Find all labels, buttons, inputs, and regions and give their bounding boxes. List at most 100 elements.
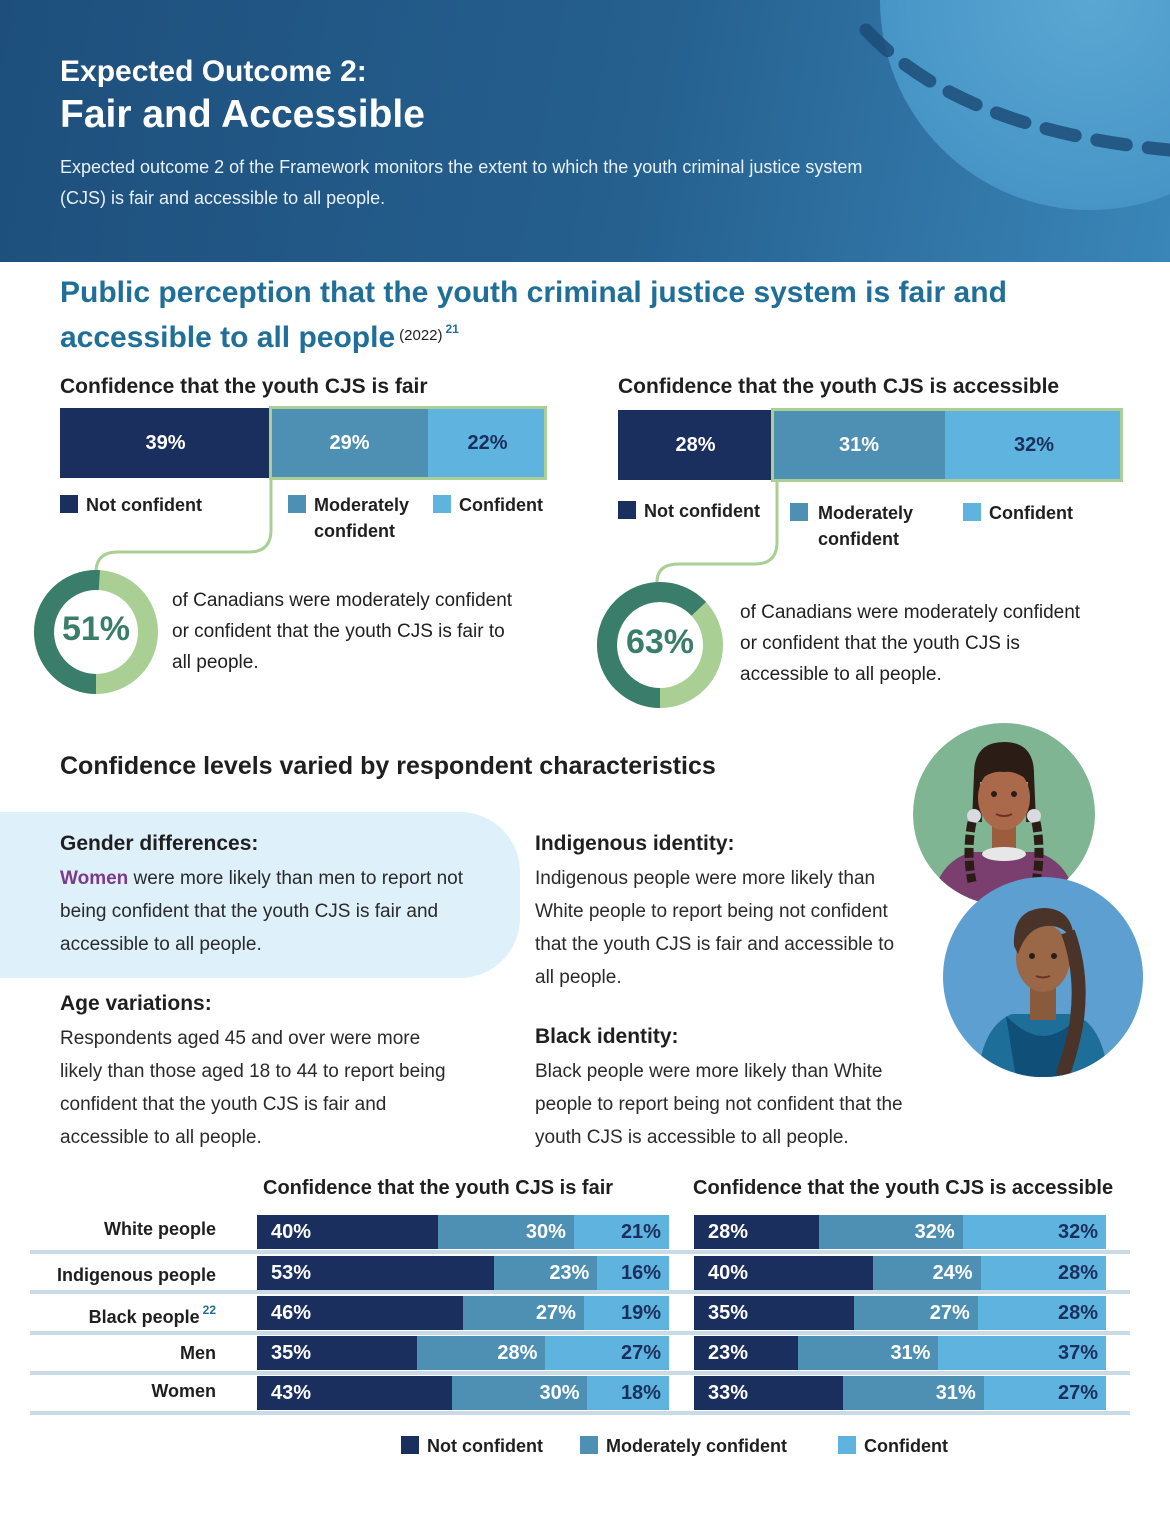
legend-label: Confident [459, 495, 543, 515]
accessible-legend-not-confident: Not confident [618, 498, 760, 524]
accessible-bar-black-people: 35% 27% 28% [694, 1296, 1106, 1330]
row-label-text: White people [104, 1219, 216, 1239]
moderately-confident-swatch [790, 503, 808, 521]
portrait-illustration-side-braid [943, 877, 1143, 1077]
legend-label: Not confident [644, 501, 760, 521]
age-text: Respondents aged 45 and over were more l… [60, 1028, 446, 1148]
section-title: Public perception that the youth crimina… [60, 274, 1120, 356]
fair-breakdown-title: Confidence that the youth CJS is fair [263, 1177, 614, 1199]
confident-swatch [433, 495, 451, 513]
bar-segment-not-confident: 39% [60, 408, 271, 478]
legend-label: Not confident [86, 495, 202, 515]
confident-swatch [838, 1436, 856, 1454]
bottom-legend-moderately-confident: Moderately confident [580, 1436, 787, 1457]
row-label: White people [30, 1219, 216, 1240]
bar-segment-moderately-confident: 32% [819, 1215, 963, 1249]
bar-segment-moderately-confident: 31% [798, 1336, 939, 1370]
gender-block: Gender differences: Women were more like… [60, 832, 500, 961]
footnote-ref-22[interactable]: 22 [202, 1303, 216, 1317]
accessible-connector [655, 480, 779, 583]
row-label-text: Indigenous people [56, 1265, 216, 1285]
section-year: (2022) [399, 327, 443, 344]
intro-text: Expected outcome 2 of the Framework moni… [60, 157, 863, 208]
bar-segment-confident: 32% [962, 1215, 1106, 1249]
accessible-summary-bar: 28% 31% 32% [618, 408, 1123, 482]
age-title: Age variations: [60, 992, 212, 1015]
fair-panel-title: Confidence that the youth CJS is fair [60, 375, 428, 398]
bar-segment-not-confident: 28% [694, 1215, 820, 1249]
legend-label: Moderately confident [606, 1436, 788, 1456]
bar-segment-moderately-confident: 24% [873, 1256, 981, 1290]
bar-segment-confident: 32% [945, 410, 1123, 480]
bar-segment-confident: 37% [938, 1336, 1106, 1370]
not-confident-swatch [60, 495, 78, 513]
legend-label: Confident [864, 1436, 948, 1456]
legend-label-line1: Moderately [818, 503, 914, 523]
bottom-legend-confident: Confident [838, 1436, 948, 1457]
fair-bar-indigenous-people: 53% 23% 16% [257, 1256, 669, 1290]
accessible-panel-title: Confidence that the youth CJS is accessi… [618, 375, 1060, 398]
accessible-legend-confident: Confident [963, 500, 1073, 526]
bar-segment-moderately-confident: 28% [417, 1336, 546, 1370]
accessible-bar-women: 33% 31% 27% [694, 1376, 1106, 1410]
bar-segment-not-confident: 28% [618, 410, 773, 480]
bar-segment-moderately-confident: 23% [494, 1256, 598, 1290]
bar-segment-not-confident: 35% [257, 1336, 418, 1370]
bar-segment-confident: 27% [545, 1336, 669, 1370]
fair-bar-women: 43% 30% 18% [257, 1376, 669, 1410]
row-separator [30, 1290, 1130, 1294]
row-label: Black people 22 [30, 1303, 216, 1328]
characteristics-heading: Confidence levels varied by respondent c… [60, 752, 716, 780]
accessible-bar-men: 23% 31% 37% [694, 1336, 1106, 1370]
row-separator [30, 1411, 1130, 1415]
gender-accent: Women [60, 868, 129, 889]
fair-legend-not-confident: Not confident [60, 492, 202, 518]
legend-label: Not confident [427, 1436, 543, 1456]
accessible-bar-indigenous-people: 40% 24% 28% [694, 1256, 1106, 1290]
row-label-text: Men [180, 1343, 216, 1363]
bar-segment-not-confident: 40% [694, 1256, 874, 1290]
confident-swatch [963, 503, 981, 521]
legend-label: Confident [989, 503, 1073, 523]
row-label: Indigenous people [30, 1265, 216, 1286]
indigenous-title: Indigenous identity: [535, 832, 735, 855]
bar-segment-confident: 19% [583, 1296, 669, 1330]
bar-segment-not-confident: 33% [694, 1376, 844, 1410]
bar-segment-confident: 16% [597, 1256, 669, 1290]
accessible-breakdown-title: Confidence that the youth CJS is accessi… [693, 1177, 1114, 1199]
bar-segment-confident: 28% [980, 1256, 1106, 1290]
bar-segment-not-confident: 43% [257, 1376, 452, 1410]
fair-bar-white-people: 40% 30% 21% [257, 1215, 669, 1249]
gender-highlight-panel [0, 812, 520, 978]
accessible-bar-white-people: 28% 32% 32% [694, 1215, 1106, 1249]
footnote-ref-21[interactable]: 21 [445, 322, 459, 336]
fair-donut-chart [34, 570, 158, 694]
gender-body: were more likely than men to report not … [60, 868, 464, 955]
bar-segment-moderately-confident: 27% [854, 1296, 978, 1330]
portrait-illustration-braids [913, 723, 1095, 905]
outcome-kicker: Expected Outcome 2: [60, 55, 367, 88]
accessible-donut-text: of Canadians were moderately confident o… [740, 602, 1081, 685]
header-banner: Expected Outcome 2: Fair and Accessible … [0, 0, 1170, 262]
indigenous-text: Indigenous people were more likely than … [535, 868, 895, 988]
bar-segment-moderately-confident: 31% [843, 1376, 984, 1410]
black-title: Black identity: [535, 1025, 679, 1048]
page-title: Fair and Accessible [60, 93, 425, 136]
row-separator [30, 1371, 1130, 1375]
bar-segment-not-confident: 53% [257, 1256, 495, 1290]
row-separator [30, 1331, 1130, 1335]
bar-segment-moderately-confident: 31% [773, 410, 945, 480]
row-label-text: Women [151, 1381, 216, 1401]
bar-segment-confident: 22% [428, 408, 547, 478]
row-label-text: Black people [88, 1307, 200, 1327]
accessible-legend-moderately-confident: Moderately confident [790, 500, 913, 552]
gender-title: Gender differences: [60, 832, 259, 855]
accessible-donut-chart [597, 582, 723, 708]
row-separator [30, 1250, 1130, 1254]
legend-label-line2: confident [818, 529, 899, 549]
fair-bar-black-people: 46% 27% 19% [257, 1296, 669, 1330]
bar-segment-moderately-confident: 30% [438, 1215, 574, 1249]
donut-value-ring [34, 570, 158, 694]
bar-segment-confident: 21% [573, 1215, 669, 1249]
bar-segment-confident: 28% [977, 1296, 1106, 1330]
